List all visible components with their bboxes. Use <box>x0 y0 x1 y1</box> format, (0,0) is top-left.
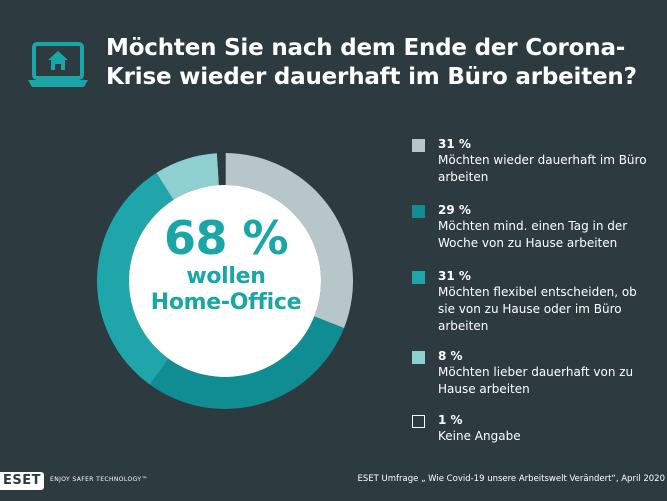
legend-swatch <box>412 205 425 218</box>
donut-slice <box>216 153 225 186</box>
legend-swatch <box>412 351 425 364</box>
donut-slice <box>156 153 219 200</box>
legend-swatch <box>412 415 425 428</box>
legend-percent: 1 % <box>438 413 463 427</box>
legend-percent: 31 % <box>438 269 471 283</box>
donut-center <box>129 185 321 377</box>
center-line-1: wollen <box>186 264 266 289</box>
legend-label: Möchten flexibel entscheiden, ob sie von… <box>438 285 637 333</box>
center-percent: 68 % <box>163 211 289 265</box>
legend-item: 1 % Keine Angabe <box>412 412 652 452</box>
legend-label: Keine Angabe <box>438 429 521 443</box>
legend-swatch <box>412 271 425 284</box>
legend-label: Möchten lieber dauerhaft von zu Hause ar… <box>438 365 634 396</box>
legend: 31 % Möchten wieder dauerhaft im Büro ar… <box>412 136 652 452</box>
legend-percent: 29 % <box>438 203 471 217</box>
legend-swatch <box>412 139 425 152</box>
donut-slice <box>225 153 353 329</box>
legend-label: Möchten wieder dauerhaft im Büro arbeite… <box>438 153 647 184</box>
legend-item: 31 % Möchten flexibel entscheiden, ob si… <box>412 268 652 348</box>
source-note: ESET Umfrage „ Wie Covid-19 unsere Arbei… <box>357 474 665 484</box>
logo-wordmark: ESET <box>0 472 44 490</box>
legend-percent: 8 % <box>438 349 463 363</box>
legend-label: Möchten mind. einen Tag in der Woche von… <box>438 219 628 250</box>
legend-percent: 31 % <box>438 137 471 151</box>
center-label: 68 % wollen Home-Office <box>126 212 326 316</box>
center-line-2: Home-Office <box>150 290 302 315</box>
home-office-laptop-icon <box>28 42 88 87</box>
page-title: Möchten Sie nach dem Ende der Corona-Kri… <box>106 35 637 90</box>
legend-item: 29 % Möchten mind. einen Tag in der Woch… <box>412 202 652 268</box>
legend-item: 8 % Möchten lieber dauerhaft von zu Haus… <box>412 348 652 412</box>
donut-slice <box>96 172 174 385</box>
donut-slice <box>149 316 345 409</box>
legend-item: 31 % Möchten wieder dauerhaft im Büro ar… <box>412 136 652 202</box>
logo-tagline: ENJOY SAFER TECHNOLOGY™ <box>50 476 148 483</box>
